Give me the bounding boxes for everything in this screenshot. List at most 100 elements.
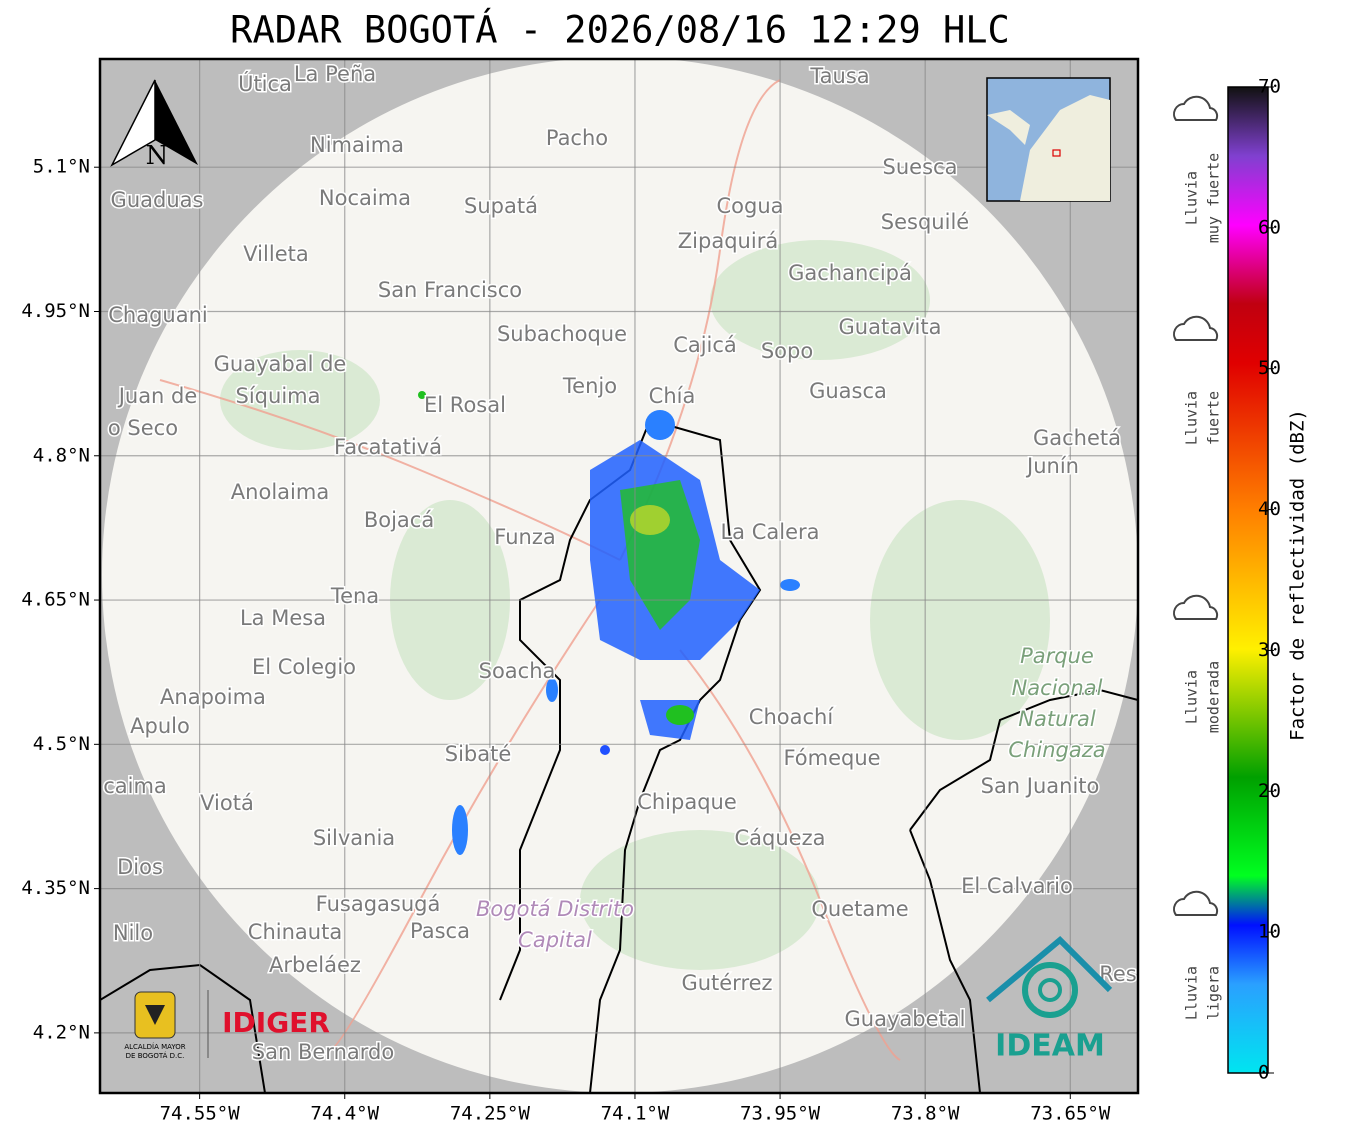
weather-icon — [1173, 890, 1219, 916]
logo-ideam: IDEAM — [986, 935, 1113, 1064]
colorbar-label: Factor de reflectividad (dBZ) — [1287, 409, 1309, 741]
place-label: Guayabal de — [214, 352, 347, 376]
place-label: Guayabetal — [845, 1007, 966, 1031]
colorbar-tick-label: 60 — [1258, 216, 1281, 238]
place-label: Cajicá — [673, 333, 737, 357]
legend-text: Lluvia — [1183, 670, 1201, 724]
place-label: Bogotá Distrito — [476, 897, 634, 921]
place-label: Dios — [117, 855, 163, 879]
place-label: La Mesa — [240, 606, 326, 630]
weather-icon — [1173, 95, 1219, 121]
roads — [159, 79, 901, 1061]
legend-text: ligera — [1205, 966, 1223, 1020]
place-label: Junín — [1025, 454, 1079, 478]
inset-map — [986, 77, 1111, 202]
place-label: Cogua — [716, 194, 783, 218]
place-label: El Colegio — [252, 655, 356, 679]
logo-alcaldia: ALCALDÍA MAYOR DE BOGOTÁ D.C. — [124, 990, 209, 1060]
place-label: Nimaima — [310, 133, 404, 157]
place-label: Guatavita — [839, 315, 942, 339]
place-label: El Rosal — [424, 393, 506, 417]
place-label: Gachancipá — [788, 261, 912, 285]
legend-text: moderada — [1205, 661, 1223, 733]
x-tick-label: 73.65°W — [1030, 1103, 1111, 1125]
place-label: Anapoima — [160, 685, 266, 709]
place-label: Pasca — [410, 919, 470, 943]
x-tick-label: 74.25°W — [450, 1103, 531, 1125]
y-tick-label: 4.5°N — [33, 733, 90, 755]
weather-icon — [1173, 594, 1219, 620]
place-label: Subachoque — [497, 322, 627, 346]
place-label: Facatativá — [334, 435, 442, 459]
y-tick-label: 4.2°N — [33, 1021, 90, 1043]
place-label: Zipaquirá — [678, 229, 778, 253]
place-label: Cáqueza — [735, 826, 826, 850]
grid — [100, 59, 1138, 1093]
place-label: Choachí — [749, 705, 835, 729]
place-label: La Peña — [294, 62, 376, 86]
place-label: Suesca — [883, 155, 958, 179]
legend-text: fuerte — [1205, 391, 1223, 445]
place-label: Útica — [238, 71, 292, 96]
place-label: Gutérrez — [681, 971, 772, 995]
legend-text: Lluvia — [1183, 966, 1201, 1020]
legend-text: Lluvia — [1183, 171, 1201, 225]
map: Útica La Peña Tausa Pacho Nimaima Guaduas Noca… — [100, 59, 1138, 1093]
x-tick-label: 74.4°W — [310, 1103, 379, 1125]
place-label: Natural — [1018, 707, 1096, 731]
x-tick-label: 73.8°W — [891, 1103, 960, 1125]
place-label: El Calvario — [961, 874, 1073, 898]
place-label: Pacho — [546, 126, 608, 150]
x-tick-label: 73.95°W — [740, 1103, 821, 1125]
logo-idiger: IDIGER — [222, 1006, 330, 1039]
place-label: Fusagasugá — [316, 892, 441, 916]
y-tick-label: 5.1°N — [33, 156, 90, 178]
alcaldia-line: ALCALDÍA MAYOR — [124, 1042, 185, 1051]
colorbar-tick-label: 20 — [1258, 780, 1281, 802]
place-label: Supatá — [464, 194, 538, 218]
y-tick-label: 4.65°N — [21, 589, 90, 611]
colorbar-tick-label: 0 — [1258, 1062, 1269, 1084]
place-label: Quetame — [811, 897, 908, 921]
colorbar-tick-label: 10 — [1258, 921, 1281, 943]
place-label: Parque — [1020, 644, 1094, 668]
terrain — [220, 240, 1050, 970]
place-label: Nilo — [113, 921, 153, 945]
ideam-text: IDEAM — [995, 1029, 1105, 1064]
x-tick-label: 74.1°W — [601, 1103, 670, 1125]
place-label: San Juanito — [981, 774, 1100, 798]
y-tick-label: 4.8°N — [33, 444, 90, 466]
title: RADAR BOGOTÁ - 2026/08/16 12:29 HLC — [230, 8, 1010, 52]
place-label: Juan de — [117, 384, 198, 408]
place-label: Tena — [330, 584, 379, 608]
place-label: Guasca — [809, 379, 887, 403]
place-label: San Bernardo — [252, 1040, 394, 1064]
place-label: Funza — [494, 525, 555, 549]
place-label: Guaduas — [111, 188, 204, 212]
place-label: Tenjo — [562, 374, 617, 398]
place-label: Sopo — [761, 339, 813, 363]
y-tick-label: 4.95°N — [21, 300, 90, 322]
place-label: La Calera — [720, 520, 819, 544]
place-label: Arbeláez — [269, 953, 361, 977]
colorbar — [1227, 86, 1269, 1074]
legend-text: muy fuerte — [1205, 153, 1223, 243]
places: Útica La Peña Tausa Pacho Nimaima Guaduas Noca… — [102, 61, 1138, 1066]
place-label: Chaguani — [108, 303, 208, 327]
map-frame — [98, 57, 1140, 1095]
place-label: Sesquilé — [881, 210, 969, 234]
place-label: Bojacá — [364, 508, 434, 532]
place-label: Viotá — [200, 791, 254, 815]
place-label: Chía — [649, 384, 696, 408]
weather-icon — [1173, 315, 1219, 341]
colorbar-tick-label: 50 — [1258, 357, 1281, 379]
place-label: Chipaque — [637, 790, 737, 814]
place-label: Sibaté — [445, 742, 512, 766]
place-label: Gachetá — [1033, 426, 1121, 450]
place-label: Capital — [518, 928, 592, 952]
colorbar-tick-label: 40 — [1258, 498, 1281, 520]
place-label: Chinauta — [248, 920, 342, 944]
north-arrow: N — [110, 79, 198, 171]
radar-echoes — [418, 391, 800, 855]
